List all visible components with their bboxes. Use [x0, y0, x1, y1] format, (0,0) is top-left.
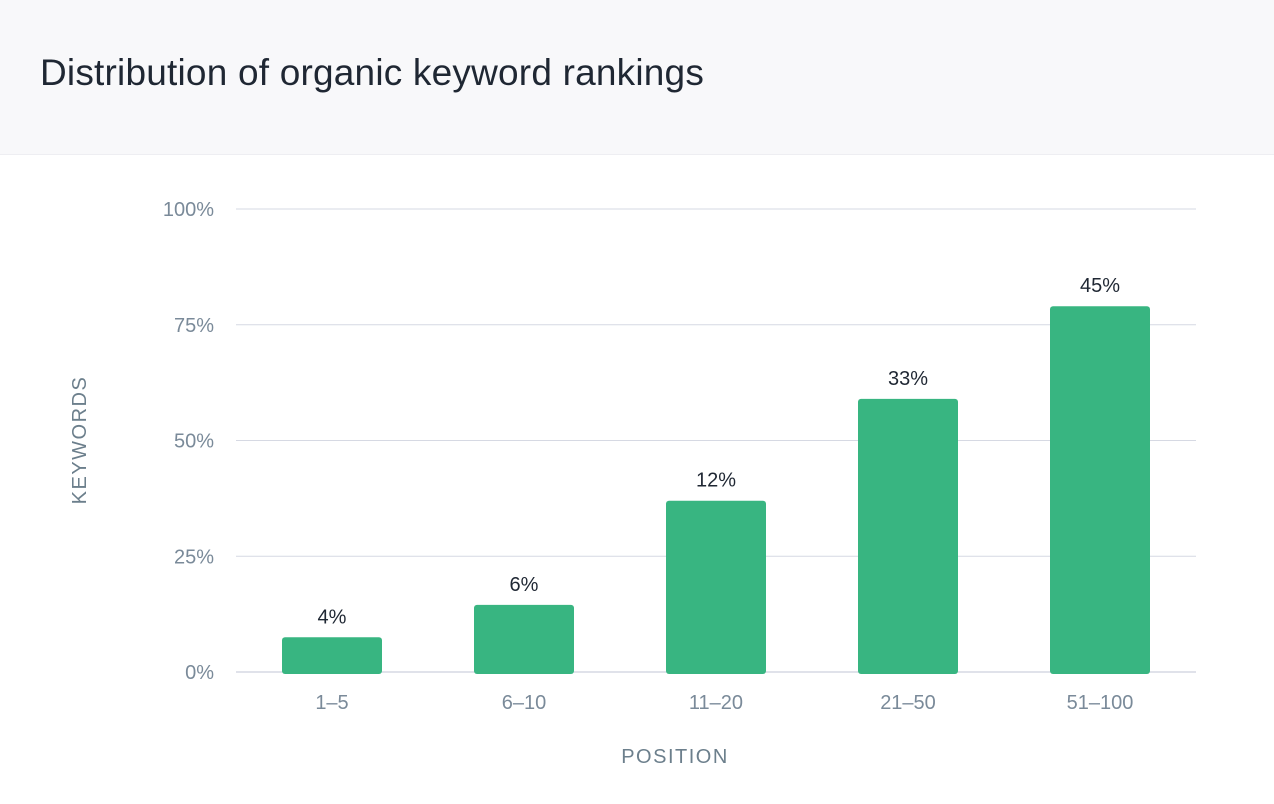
bar	[858, 398, 958, 674]
x-tick-label: 21–50	[880, 692, 936, 714]
y-tick-label: 50%	[174, 431, 214, 453]
chart-title: Distribution of organic keyword rankings	[40, 52, 705, 93]
y-tick-label: 75%	[174, 315, 214, 337]
x-axis-title: POSITION	[621, 746, 729, 768]
y-axis-title: KEYWORDS	[69, 376, 91, 505]
data-labels: 4% 6% 12% 33% 45%	[318, 275, 1121, 628]
x-tick-label: 6–10	[502, 692, 547, 714]
bars	[282, 306, 1150, 674]
bar	[1050, 306, 1150, 674]
y-tick-label: 100%	[163, 199, 214, 221]
x-tick-label: 11–20	[689, 692, 743, 714]
bar	[282, 637, 382, 674]
bar-value-label: 4%	[318, 606, 347, 628]
card-header: Distribution of organic keyword rankings	[0, 0, 1274, 155]
x-tick-label: 51–100	[1067, 692, 1134, 714]
bar-value-label: 33%	[888, 368, 928, 390]
bar-value-label: 12%	[696, 470, 736, 492]
y-tick-label: 25%	[174, 546, 214, 568]
x-axis-ticks: 1–5 6–10 11–20 21–50 51–100	[315, 692, 1133, 714]
bar	[474, 604, 574, 674]
bar-value-label: 6%	[510, 574, 539, 596]
x-tick-label: 1–5	[315, 692, 348, 714]
y-tick-label: 0%	[185, 662, 214, 684]
y-axis-ticks: 0% 25% 50% 75% 100%	[163, 199, 214, 684]
bar	[666, 500, 766, 674]
bar-value-label: 45%	[1080, 275, 1120, 297]
